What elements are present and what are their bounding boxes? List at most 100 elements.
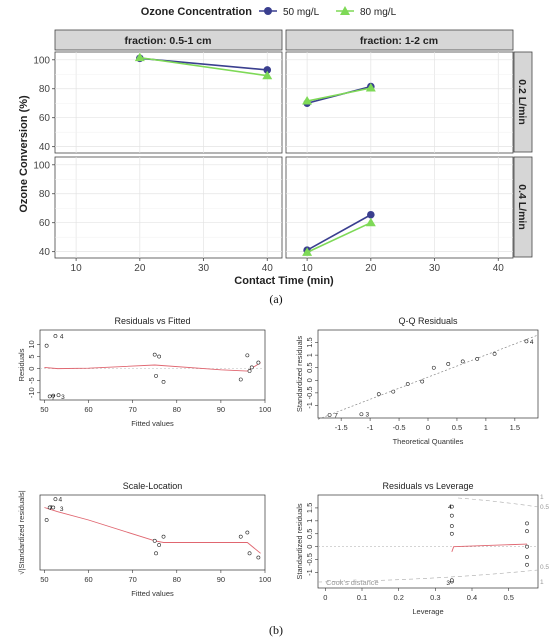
cooks-contour-lower bbox=[317, 569, 539, 583]
residual-point bbox=[446, 362, 451, 366]
point-id-label: 3 bbox=[61, 394, 65, 401]
data-point-50 bbox=[263, 66, 272, 74]
residual-point bbox=[44, 518, 49, 522]
strip-row-2 bbox=[513, 156, 533, 258]
y-tick-label: 0.5 bbox=[305, 529, 314, 539]
point-id-label: 3 bbox=[446, 580, 450, 587]
facet-panel-frame bbox=[285, 51, 514, 154]
panel-label-b: (b) bbox=[269, 623, 283, 637]
residual-point bbox=[247, 369, 252, 373]
residual-point bbox=[238, 534, 243, 539]
strip-col-1-label: fraction: 0.5-1 cm bbox=[125, 35, 212, 47]
panel-label-a: (a) bbox=[269, 292, 282, 306]
data-point-80 bbox=[365, 217, 376, 227]
strip-col-1 bbox=[54, 29, 283, 51]
x-tick-label: 40 bbox=[262, 263, 274, 274]
residual-point bbox=[154, 551, 158, 556]
residual-point bbox=[449, 531, 454, 536]
y-tick-label: 80 bbox=[39, 189, 51, 200]
residual-point bbox=[460, 359, 465, 364]
diag-b3: Scale-Location 47 3 50 60 70 80 90 100 Fitted val… bbox=[17, 481, 271, 598]
y-tick-label: -0.5 bbox=[305, 386, 314, 399]
diag-title: Residuals vs Leverage bbox=[382, 481, 473, 491]
diag-title: Q-Q Residuals bbox=[398, 316, 458, 326]
diag-frame bbox=[39, 329, 266, 401]
residual-point bbox=[524, 339, 529, 344]
y-tick-label: 0 bbox=[305, 378, 314, 382]
x-tick-label: 0 bbox=[426, 423, 430, 432]
x-tick-label: 30 bbox=[198, 263, 210, 274]
residual-point bbox=[359, 412, 364, 417]
point-id-label: 3 bbox=[365, 412, 369, 419]
facet-panels: 40 60 80 100 40 60 80 100 10 20 30 40 10 20 30 40 bbox=[33, 51, 514, 274]
point-id-label: 3 bbox=[60, 506, 64, 513]
residual-point bbox=[157, 354, 162, 359]
cooks-level-label: 1 bbox=[540, 494, 544, 501]
diag-y-label: Residuals bbox=[17, 348, 26, 381]
strip-row-1-label: 0.2 L/min bbox=[516, 79, 528, 125]
residual-point bbox=[53, 497, 58, 502]
residual-point bbox=[525, 544, 529, 549]
y-axis-label: Ozone Conversion (%) bbox=[18, 95, 30, 213]
x-tick-label: 0 bbox=[323, 593, 327, 602]
diag-frame bbox=[317, 329, 539, 419]
y-tick-label: 5 bbox=[27, 354, 36, 358]
x-tick-label: 60 bbox=[84, 575, 92, 584]
x-tick-label: 0.2 bbox=[393, 593, 403, 602]
y-tick-label: -5 bbox=[27, 377, 36, 384]
qq-reference-line bbox=[317, 334, 539, 420]
residual-point bbox=[256, 360, 261, 365]
residual-point bbox=[152, 538, 157, 543]
residual-point bbox=[449, 504, 454, 509]
point-id-label: 7 bbox=[334, 412, 338, 419]
residual-point bbox=[47, 394, 52, 399]
strip-row-1 bbox=[513, 51, 533, 153]
cooks-contour-upper bbox=[457, 497, 539, 508]
residual-point bbox=[53, 334, 58, 338]
x-tick-label: 90 bbox=[217, 575, 225, 584]
legend-label-50: 50 mg/L bbox=[283, 7, 320, 18]
data-point-50 bbox=[367, 210, 375, 219]
x-tick-label: 100 bbox=[259, 405, 272, 414]
point-id-label: 4 bbox=[448, 504, 452, 511]
y-tick-label: 0 bbox=[27, 367, 36, 371]
x-tick-label: 80 bbox=[173, 405, 181, 414]
residual-point bbox=[44, 343, 49, 348]
data-point-80 bbox=[302, 247, 313, 256]
residual-point bbox=[420, 379, 425, 384]
diag-b4: Residuals vs Leverage Cook's distance 1 0.5… bbox=[295, 481, 549, 616]
y-tick-label: -10 bbox=[27, 387, 36, 398]
x-tick-label: 70 bbox=[128, 575, 136, 584]
diag-frame bbox=[39, 494, 266, 571]
diag-y-label: Standardized residuals bbox=[295, 503, 304, 580]
x-tick-label: 50 bbox=[40, 405, 48, 414]
diag-frame bbox=[317, 494, 539, 589]
diag-x-label: Leverage bbox=[412, 607, 443, 616]
x-tick-label: 1 bbox=[484, 423, 488, 432]
residual-point bbox=[245, 353, 250, 358]
residual-point bbox=[51, 393, 56, 398]
residual-point bbox=[391, 389, 396, 394]
cooks-level-label: 0.5 bbox=[540, 504, 549, 511]
y-tick-label: 100 bbox=[33, 55, 50, 66]
y-tick-label: -1 bbox=[305, 402, 314, 409]
x-tick-label: 1.5 bbox=[510, 423, 520, 432]
y-tick-label: -0.5 bbox=[305, 553, 314, 566]
residual-point bbox=[376, 392, 381, 397]
residual-point bbox=[492, 351, 497, 356]
y-tick-label: 10 bbox=[27, 340, 36, 348]
y-tick-label: 1 bbox=[305, 353, 314, 357]
x-tick-label: 0.3 bbox=[430, 593, 440, 602]
residual-point bbox=[449, 513, 454, 518]
y-tick-label: 100 bbox=[33, 160, 50, 171]
residual-point bbox=[154, 373, 158, 378]
x-tick-label: -0.5 bbox=[393, 423, 406, 432]
y-tick-label: 0.5 bbox=[305, 362, 314, 372]
diag-b2: Q-Q Residuals 7 3 4 -1.5 -1 -0.5 0 0.5 1 1.5 -1 -0.5… bbox=[295, 316, 539, 446]
strip-col-2-label: fraction: 1-2 cm bbox=[360, 35, 438, 47]
legend-marker-80 bbox=[340, 6, 350, 15]
x-tick-label: 10 bbox=[71, 263, 83, 274]
x-tick-label: 0.5 bbox=[503, 593, 513, 602]
x-tick-label: 90 bbox=[217, 405, 225, 414]
